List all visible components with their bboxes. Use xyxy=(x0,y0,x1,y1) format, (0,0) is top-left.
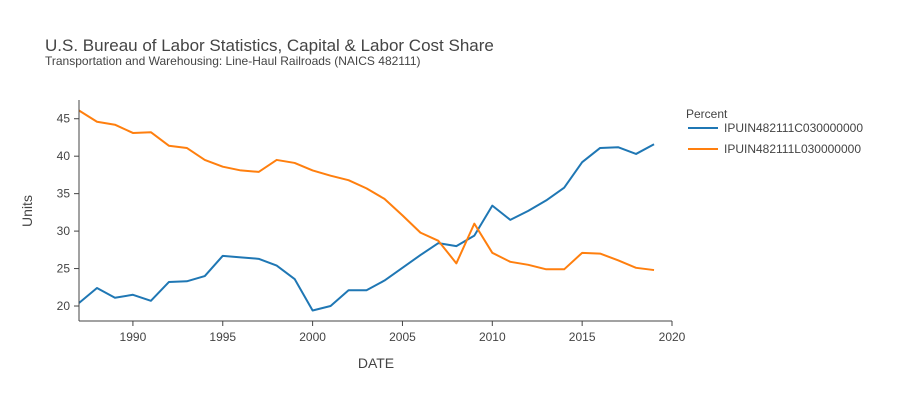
y-tick-label: 25 xyxy=(57,262,71,276)
x-tick-label: 1990 xyxy=(120,330,147,344)
chart-title: U.S. Bureau of Labor Statistics, Capital… xyxy=(45,36,494,55)
legend: Percent IPUIN482111C030000000 IPUIN482111… xyxy=(686,107,863,156)
series-line-1[interactable] xyxy=(78,109,655,272)
chart-subtitle: Transportation and Warehousing: Line-Hau… xyxy=(45,54,421,68)
x-tick-label: 2000 xyxy=(299,330,326,344)
y-tick-label: 20 xyxy=(57,299,71,313)
plot-area xyxy=(78,109,655,312)
y-axis-title: Units xyxy=(19,195,35,227)
legend-title: Percent xyxy=(686,107,728,121)
y-tick-label: 45 xyxy=(57,112,71,126)
x-tick-label: 2020 xyxy=(659,330,686,344)
x-axis-title: DATE xyxy=(358,355,394,371)
x-tick-label: 2015 xyxy=(569,330,596,344)
x-tick-label: 1995 xyxy=(209,330,236,344)
series-line-0[interactable] xyxy=(78,143,655,312)
x-tick-label: 2010 xyxy=(479,330,506,344)
legend-item-0[interactable]: IPUIN482111C030000000 xyxy=(724,121,863,135)
y-tick-label: 40 xyxy=(57,149,71,163)
x-tick-label: 2005 xyxy=(389,330,416,344)
y-tick-label: 35 xyxy=(57,187,71,201)
legend-item-1[interactable]: IPUIN482111L030000000 xyxy=(724,142,861,156)
y-tick-label: 30 xyxy=(57,224,71,238)
